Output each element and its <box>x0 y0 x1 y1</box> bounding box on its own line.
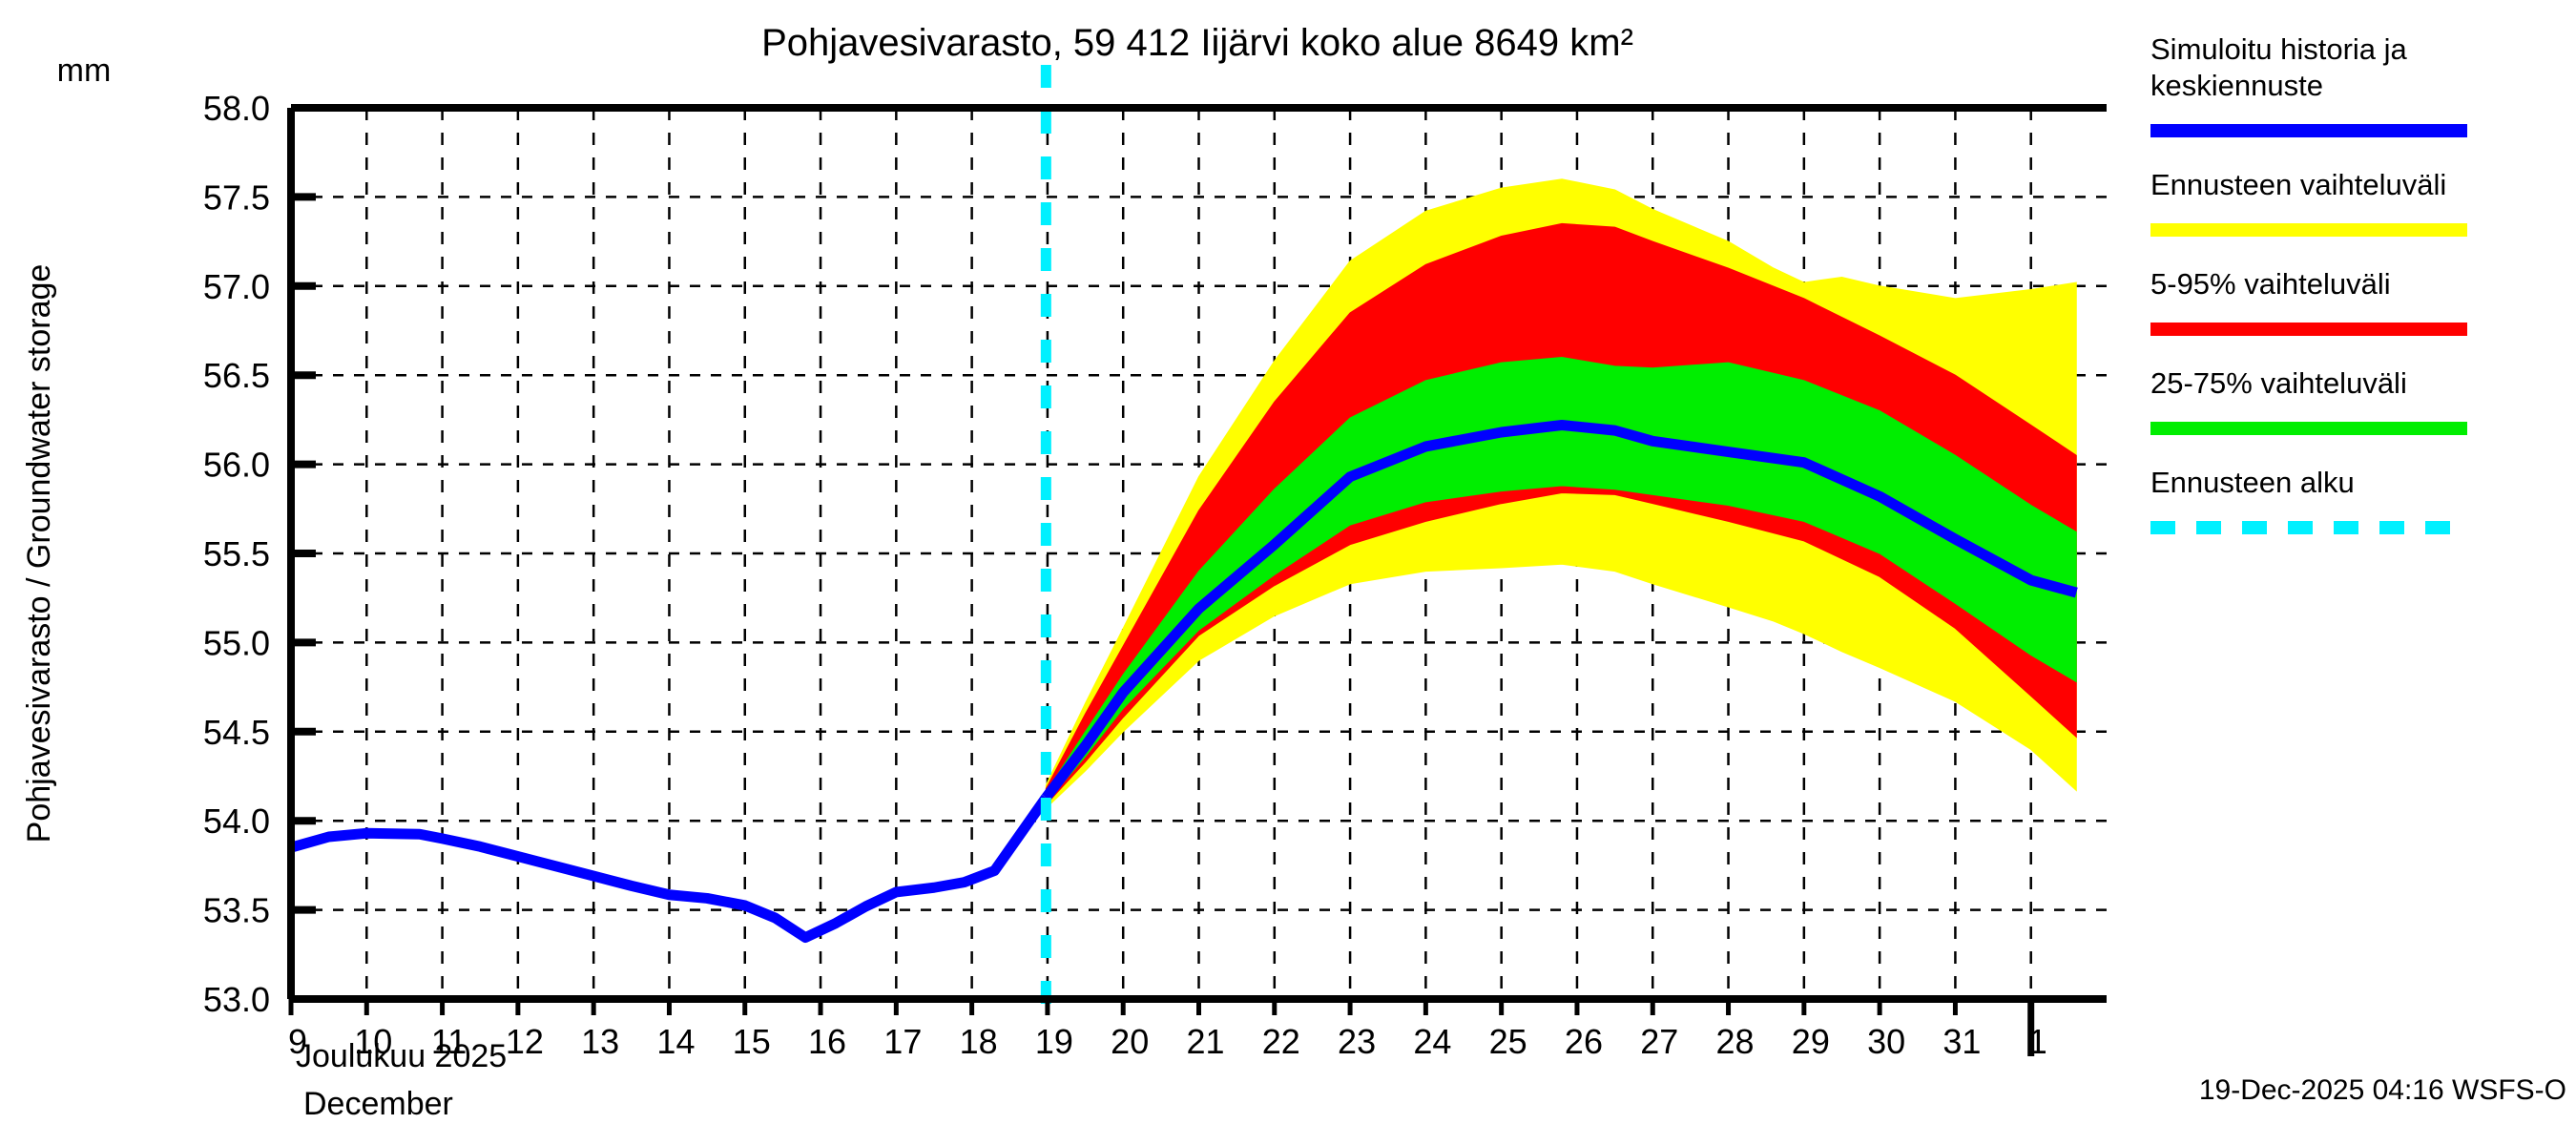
x-tick-label: 24 <box>1413 1022 1451 1061</box>
legend-label: Ennusteen alku <box>2150 466 2355 499</box>
legend-label: 5-95% vaihteluväli <box>2150 267 2391 301</box>
y-tick-label: 58.0 <box>203 89 270 128</box>
legend-label: 25-75% vaihteluväli <box>2150 366 2407 400</box>
x-tick-label: 20 <box>1111 1022 1149 1061</box>
x-tick-label: 18 <box>960 1022 998 1061</box>
x-tick-label: 12 <box>506 1022 544 1061</box>
legend-label-line2: keskiennuste <box>2150 69 2323 102</box>
x-tick-label: 23 <box>1338 1022 1376 1061</box>
median-line <box>289 794 1050 944</box>
y-tick-label: 54.0 <box>203 802 270 841</box>
legend-label: Simuloitu historia ja <box>2150 32 2408 66</box>
forecast-band-ff0000 <box>1045 222 2077 806</box>
y-axis-unit-label: mm <box>57 52 112 89</box>
x-axis-month-label-en: December <box>303 1086 453 1122</box>
x-tick-label: 19 <box>1035 1022 1073 1061</box>
legend-label: Ennusteen vaihteluväli <box>2150 168 2446 201</box>
x-tick-label: 31 <box>1942 1022 1981 1061</box>
x-tick-label: 14 <box>656 1022 695 1061</box>
x-tick-label: 9 <box>288 1022 307 1061</box>
x-axis-tick-labels: 9 10 11 12 13 14 15 16 17 18 19 20 21 22 23 24 25 26 27 28 2… <box>288 999 2047 1061</box>
y-tick-label: 57.0 <box>203 267 270 306</box>
data-series <box>289 420 2078 944</box>
x-tick-label: 27 <box>1640 1022 1678 1061</box>
x-tick-label: 28 <box>1716 1022 1755 1061</box>
x-tick-label: 26 <box>1565 1022 1603 1061</box>
x-tick-label: 10 <box>354 1022 392 1061</box>
y-tick-label: 56.5 <box>203 356 270 395</box>
footer-timestamp: 19-Dec-2025 04:16 WSFS-O <box>2199 1074 2566 1106</box>
y-tick-label: 53.5 <box>203 891 270 930</box>
x-tick-label: 17 <box>883 1022 922 1061</box>
x-axis-month-label-fi: Joulukuu 2025 <box>296 1038 507 1074</box>
x-tick-label: 25 <box>1489 1022 1527 1061</box>
y-tick-label: 55.0 <box>203 623 270 662</box>
x-tick-label: 21 <box>1186 1022 1224 1061</box>
y-tick-label: 57.5 <box>203 177 270 217</box>
x-tick-label: 22 <box>1262 1022 1300 1061</box>
chart-title: Pohjavesivarasto, 59 412 Iijärvi koko al… <box>761 22 1633 64</box>
median-line <box>1041 420 2078 802</box>
x-tick-label: 30 <box>1867 1022 1905 1061</box>
y-tick-label: 53.0 <box>203 980 270 1019</box>
x-tick-label: 15 <box>733 1022 771 1061</box>
x-tick-label: 13 <box>581 1022 619 1061</box>
y-tick-label: 55.5 <box>203 534 270 573</box>
x-tick-label: 29 <box>1792 1022 1830 1061</box>
x-tick-label: 1 <box>2028 1022 2047 1061</box>
y-axis-title: Pohjavesivarasto / Groundwater storage <box>21 264 57 843</box>
x-tick-label: 11 <box>431 1022 467 1061</box>
y-axis-tick-labels: 58.0 57.5 57.0 56.5 56.0 55.5 55.0 54.5 54.0 53.5… <box>203 89 316 1019</box>
x-tick-label: 16 <box>808 1022 846 1061</box>
y-tick-label: 56.0 <box>203 446 270 485</box>
y-tick-label: 54.5 <box>203 713 270 752</box>
